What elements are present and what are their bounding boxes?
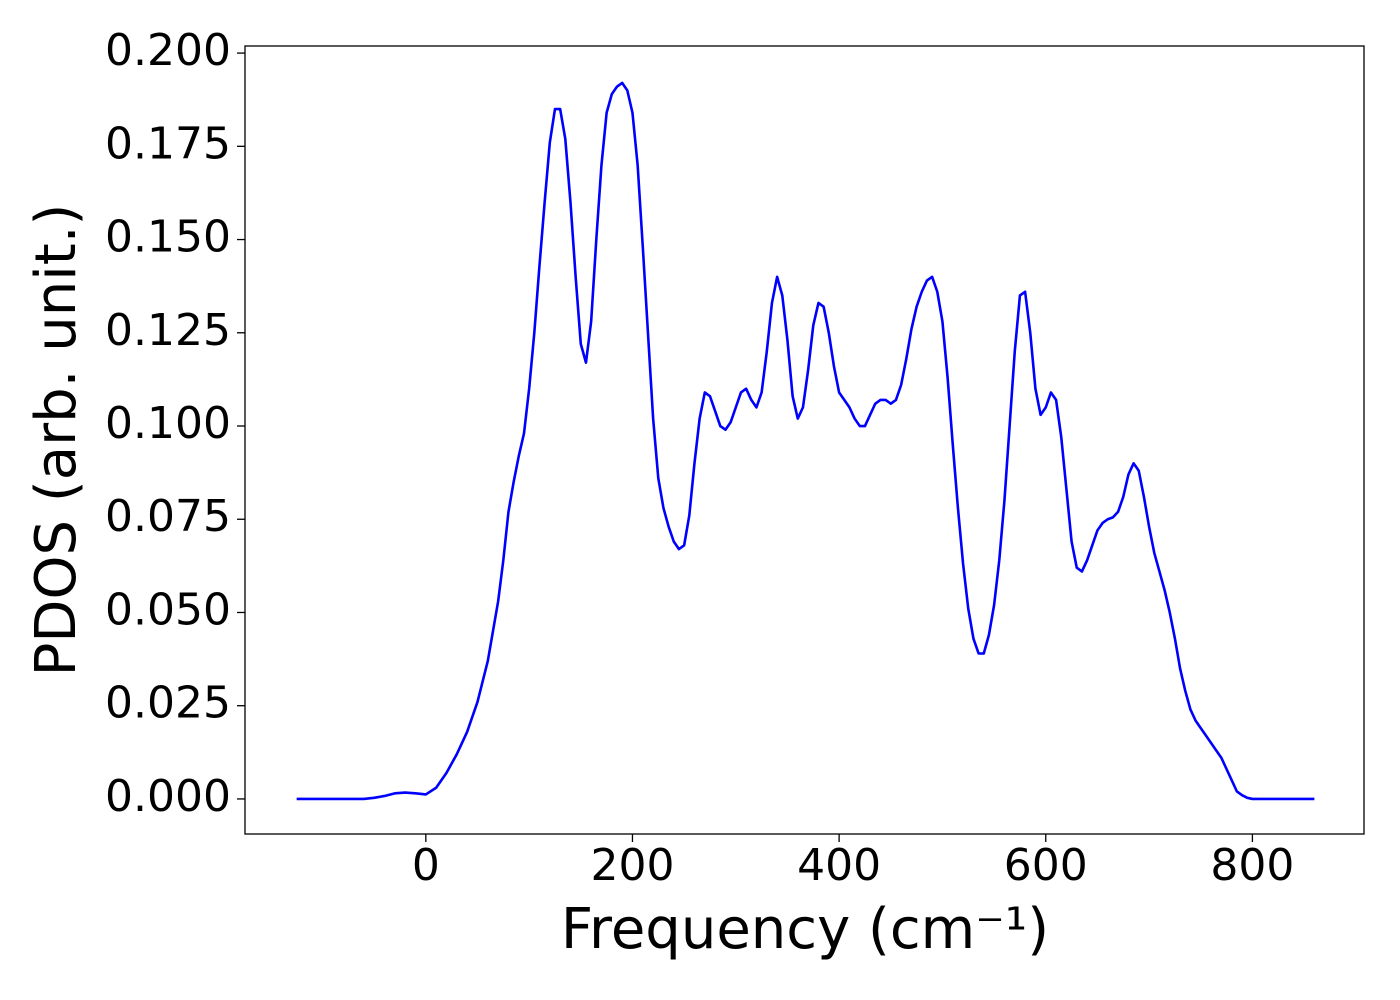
x-tick-label: 400 — [797, 840, 881, 891]
y-tick-label: 0.000 — [105, 771, 231, 822]
x-tick-label: 600 — [1004, 840, 1088, 891]
plot-frame — [244, 45, 1365, 835]
y-tick-label: 0.175 — [105, 118, 231, 169]
y-tick-label: 0.125 — [105, 305, 231, 356]
y-tick-label: 0.100 — [105, 398, 231, 449]
y-tick-label: 0.025 — [105, 678, 231, 729]
y-tick-label: 0.050 — [105, 584, 231, 635]
pdos-line — [296, 81, 1315, 801]
y-tick-label: 0.200 — [105, 25, 231, 76]
y-axis-label: PDOS (arb. unit.) — [24, 204, 89, 677]
y-tick-label: 0.075 — [105, 491, 231, 542]
x-axis-label: Frequency (cm⁻¹) — [561, 897, 1049, 962]
x-tick-label: 200 — [590, 840, 674, 891]
x-tick-label: 0 — [412, 840, 440, 891]
y-tick-label: 0.150 — [105, 212, 231, 263]
x-tick-label: 800 — [1210, 840, 1294, 891]
